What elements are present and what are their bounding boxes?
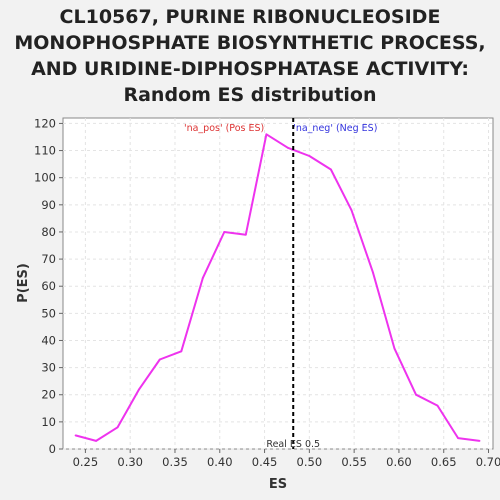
y-tick-label: 50 — [41, 306, 56, 320]
x-tick-label: 0.70 — [476, 455, 500, 469]
y-tick-label: 100 — [34, 171, 56, 185]
data-point — [457, 437, 459, 440]
series-layer — [74, 133, 481, 442]
plot-area — [62, 117, 494, 450]
data-point — [223, 231, 226, 233]
x-tick-label: 0.25 — [73, 455, 99, 469]
x-tick-label: 0.65 — [431, 455, 457, 469]
data-point — [201, 277, 204, 279]
data-point — [180, 350, 183, 353]
data-point — [74, 434, 77, 437]
data-point — [308, 155, 311, 157]
axis-ticks: 0 10 20 30 40 50 60 70 80 90 100 110 120 0.25 0.30 0.35… — [34, 116, 500, 469]
x-tick-label: 0.40 — [207, 455, 233, 469]
data-point — [415, 393, 417, 396]
data-point — [158, 358, 161, 361]
y-tick-label: 20 — [41, 388, 56, 402]
es-distribution-line — [75, 133, 480, 442]
x-tick-label: 0.50 — [297, 455, 323, 469]
y-axis-title: P(ES) — [16, 263, 31, 303]
data-point — [350, 209, 353, 212]
y-tick-label: 40 — [41, 333, 56, 347]
x-axis-title: ES — [269, 477, 287, 492]
x-tick-label: 0.60 — [386, 455, 412, 469]
y-tick-label: 80 — [41, 225, 56, 239]
data-point — [329, 168, 332, 171]
data-point — [138, 388, 141, 391]
data-point — [244, 233, 247, 236]
y-tick-label: 90 — [41, 198, 56, 212]
y-tick-label: 110 — [34, 144, 56, 158]
na-neg-label: 'na_neg' (Neg ES) — [293, 123, 377, 134]
data-point — [372, 271, 374, 274]
y-tick-label: 70 — [41, 252, 56, 266]
real-es-label: Real ES 0.5 — [266, 439, 320, 450]
grid — [63, 118, 493, 450]
data-point — [393, 347, 396, 350]
y-tick-label: 120 — [34, 116, 56, 130]
data-point — [478, 439, 481, 442]
x-tick-label: 0.55 — [341, 455, 367, 469]
data-point — [436, 404, 439, 407]
y-tick-label: 60 — [41, 279, 56, 293]
x-tick-label: 0.35 — [162, 455, 188, 469]
x-tick-label: 0.45 — [252, 455, 278, 469]
y-tick-label: 0 — [49, 442, 56, 456]
y-tick-label: 30 — [41, 361, 56, 375]
y-tick-label: 10 — [41, 415, 56, 429]
chart-title: CL10567, PURINE RIBONUCLEOSIDE MONOPHOSP… — [14, 6, 486, 106]
data-point — [95, 439, 98, 442]
na-pos-label: 'na_pos' (Pos ES) — [184, 123, 264, 134]
data-point — [286, 146, 289, 149]
annotations: Real ES 0.5 'na_pos' (Pos ES) 'na_neg' (Ne… — [184, 118, 377, 450]
data-point — [265, 133, 268, 136]
x-tick-label: 0.30 — [117, 455, 143, 469]
data-point — [116, 426, 119, 429]
